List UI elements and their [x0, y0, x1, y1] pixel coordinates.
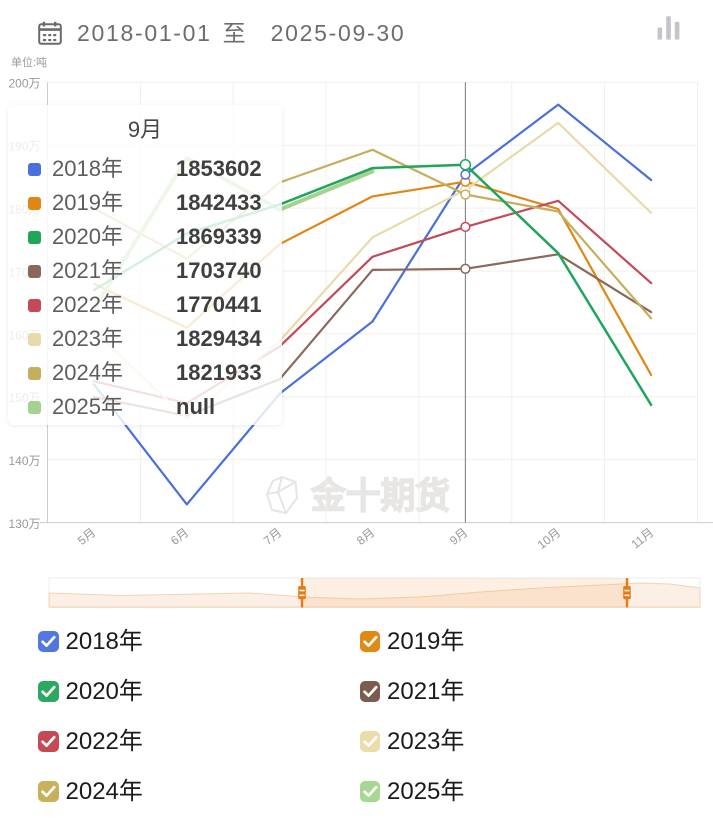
svg-text:10月: 10月 — [535, 525, 564, 552]
svg-text:130万: 130万 — [8, 517, 40, 531]
svg-text:6月: 6月 — [168, 525, 191, 548]
svg-text:11月: 11月 — [628, 525, 656, 551]
svg-text:5月: 5月 — [75, 525, 98, 548]
svg-text:200万: 200万 — [8, 77, 40, 91]
svg-text:7月: 7月 — [261, 525, 284, 548]
svg-text:8月: 8月 — [354, 525, 377, 548]
svg-text:140万: 140万 — [8, 454, 40, 468]
svg-text:9月: 9月 — [447, 525, 470, 548]
svg-text:金十期货: 金十期货 — [310, 475, 450, 516]
